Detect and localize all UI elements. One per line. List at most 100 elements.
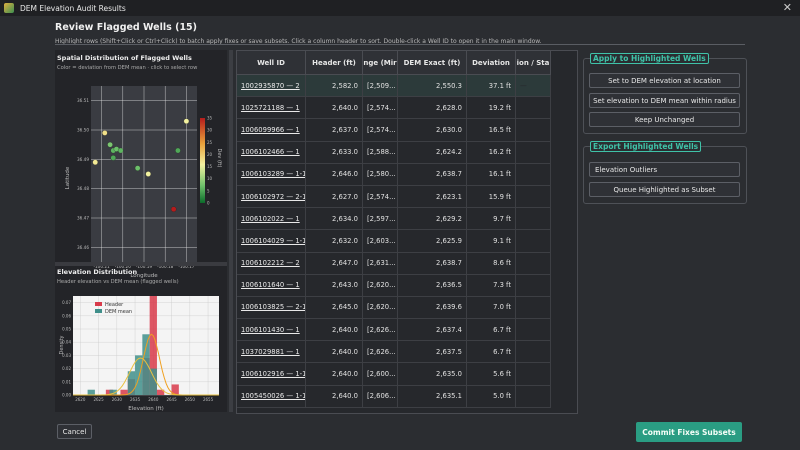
x-tick-label: -100.21 [94, 264, 110, 269]
cell-range: [2,588... [362, 141, 398, 164]
hist-y-tick: 0.05 [62, 327, 71, 332]
cell-deviation: 16.2 ft [466, 141, 516, 164]
well-point[interactable] [134, 165, 141, 171]
legend-label-dem-mean: DEM mean [105, 309, 132, 315]
colorbar-tick: 5 [207, 188, 210, 193]
well-point[interactable] [117, 147, 124, 154]
cell-deviation: 6.7 ft [466, 340, 516, 364]
cell-well-id[interactable]: 1006101640 — 1 [237, 274, 306, 297]
cell-deviation: 9.7 ft [466, 207, 516, 231]
table-row[interactable]: 1006101640 — 1 2,643.0 [2,620... 2,636.5 7.3… [237, 274, 551, 297]
cell-range: [2,600... [362, 362, 398, 386]
well-point[interactable] [92, 159, 98, 166]
col-header-deviation[interactable]: Deviation [466, 51, 516, 75]
cell-range: [2,606... [362, 385, 398, 408]
hist-bar-dem-mean [149, 368, 157, 395]
table-row[interactable]: 1006101430 — 1 2,640.0 [2,626... 2,637.4 6.7… [237, 318, 551, 342]
export-group: Export Highlighted Wells Elevation Outli… [583, 141, 747, 204]
cell-well-id[interactable]: 1002935870 — 2 [237, 74, 306, 98]
well-point[interactable] [110, 155, 117, 161]
cell-well-id[interactable]: 1006104029 — 1-14 [237, 229, 306, 253]
cell-well-id[interactable]: 1025721188 — 1 [237, 96, 306, 120]
histogram-title: Elevation Distribution [57, 268, 138, 276]
col-header-station[interactable]: ion / Sta [515, 51, 551, 75]
spatial-plot-title: Spatial Distribution of Flagged Wells [57, 54, 192, 62]
table-row[interactable]: 1006102466 — 1 2,633.0 [2,588... 2,624.2 16.… [237, 141, 551, 164]
elevation-outliers-button[interactable]: Elevation Outliers [589, 162, 740, 177]
table-row[interactable]: 1006102916 — 1-16 2,640.0 [2,600... 2,635.0… [237, 362, 551, 386]
cancel-button[interactable]: Cancel [57, 424, 92, 439]
table-row[interactable]: 1006099966 — 1 2,637.0 [2,574... 2,630.0 16.… [237, 118, 551, 142]
export-group-title: Export Highlighted Wells [590, 141, 702, 152]
cell-station: — [515, 207, 551, 231]
col-header-well-id[interactable]: Well ID [237, 51, 306, 75]
cell-dem-exact: 2,637.5 [397, 340, 467, 364]
cell-well-id[interactable]: 1006102916 — 1-16 [237, 362, 306, 386]
dialog-header: Review Flagged Wells (15) Highlight rows… [55, 22, 745, 45]
colorbar-tick: 0 [207, 201, 210, 206]
hist-x-tick: 2645 [166, 397, 177, 402]
close-icon[interactable]: ✕ [782, 1, 792, 14]
hist-bar-header [171, 384, 179, 395]
cell-deviation: 16.5 ft [466, 118, 516, 142]
set-dem-elevation-button[interactable]: Set to DEM elevation at location [589, 73, 740, 88]
table-row[interactable]: 1006104029 — 1-14 2,632.0 [2,603... 2,625.9… [237, 229, 551, 253]
y-tick-label: 36.51 [77, 98, 89, 103]
colorbar-tick: 35 [207, 116, 213, 121]
apply-group: Apply to Highlighted Wells Set to DEM el… [583, 53, 747, 134]
hist-x-tick: 2625 [93, 397, 104, 402]
cell-header-elev: 2,643.0 [305, 274, 363, 297]
cell-dem-exact: 2,624.2 [397, 141, 467, 164]
col-header-range[interactable]: nge (Mir [362, 51, 398, 75]
well-point[interactable] [175, 147, 181, 154]
table-row[interactable]: 1006102972 — 2-11 2,627.0 [2,574... 2,623.1… [237, 185, 551, 209]
table-row[interactable]: 1006103825 — 2-16 2,645.0 [2,620... 2,639.6… [237, 296, 551, 320]
cell-station: — [515, 252, 551, 275]
table-row[interactable]: 1025721188 — 1 2,640.0 [2,574... 2,628.0 19.… [237, 96, 551, 120]
cell-well-id[interactable]: 1006102212 — 2 [237, 252, 306, 275]
table-row[interactable]: 1005450026 — 1-16 2,640.0 [2,606... 2,635.1… [237, 385, 551, 408]
cell-well-id[interactable]: 1006102022 — 1 [237, 207, 306, 231]
charts-panel: Spatial Distribution of Flagged Wells Co… [55, 50, 227, 412]
cell-range: [2,597... [362, 207, 398, 231]
cell-well-id[interactable]: 1006102466 — 1 [237, 141, 306, 164]
table-row[interactable]: 1006102022 — 1 2,634.0 [2,597... 2,629.2 9.7… [237, 207, 551, 231]
spatial-scatter-plot[interactable]: 36.51 36.50 36.49 36.48 36.47 36.46 -100.21 -1… [55, 78, 227, 304]
cell-dem-exact: 2,636.5 [397, 274, 467, 297]
cell-dem-exact: 2,637.4 [397, 318, 467, 342]
well-point[interactable] [183, 118, 190, 124]
table-row[interactable]: 1002935870 — 2 2,582.0 [2,509... 2,550.3 37.… [237, 74, 551, 98]
panel-scrollbar[interactable] [229, 50, 233, 412]
queue-subset-button[interactable]: Queue Highlighted as Subset [589, 182, 740, 197]
hist-bar-dem-mean [135, 355, 143, 395]
cell-well-id[interactable]: 1006099966 — 1 [237, 118, 306, 142]
cell-deviation: 8.6 ft [466, 252, 516, 275]
commit-fixes-button[interactable]: Commit Fixes Subsets [636, 422, 742, 442]
col-header-header-elev[interactable]: Header (ft) [305, 51, 363, 75]
well-point[interactable] [170, 206, 177, 212]
hist-y-tick: 0.02 [62, 366, 71, 371]
table-row[interactable]: 1006103289 — 1-16 2,646.0 [2,580... 2,638.7… [237, 163, 551, 186]
cell-well-id[interactable]: 1006101430 — 1 [237, 318, 306, 342]
cell-station: — [515, 362, 551, 386]
table-row[interactable]: 1006102212 — 2 2,647.0 [2,631... 2,638.7 8.6… [237, 252, 551, 275]
cell-well-id[interactable]: 1006102972 — 2-11 [237, 185, 306, 209]
cell-well-id[interactable]: 1006103289 — 1-16 [237, 163, 306, 186]
well-point[interactable] [145, 171, 151, 177]
cell-well-id[interactable]: 1037029881 — 1 [237, 340, 306, 364]
header-divider [55, 44, 745, 45]
cell-station: — [515, 141, 551, 164]
cell-header-elev: 2,627.0 [305, 185, 363, 209]
col-header-dem-exact[interactable]: DEM Exact (ft) [397, 51, 467, 75]
hist-y-tick: 0.06 [62, 313, 71, 318]
table-row[interactable]: 1037029881 — 1 2,640.0 [2,626... 2,637.5 6.7… [237, 340, 551, 364]
hist-bar-dem-mean [127, 371, 136, 395]
well-point[interactable] [107, 141, 113, 148]
cell-well-id[interactable]: 1006103825 — 2-16 [237, 296, 306, 320]
panel-splitter[interactable] [55, 262, 227, 266]
cell-header-elev: 2,646.0 [305, 163, 363, 186]
keep-unchanged-button[interactable]: Keep Unchanged [589, 112, 740, 127]
set-dem-mean-button[interactable]: Set elevation to DEM mean within radius [589, 93, 740, 108]
cell-well-id[interactable]: 1005450026 — 1-16 [237, 385, 306, 408]
well-point[interactable] [102, 130, 108, 136]
